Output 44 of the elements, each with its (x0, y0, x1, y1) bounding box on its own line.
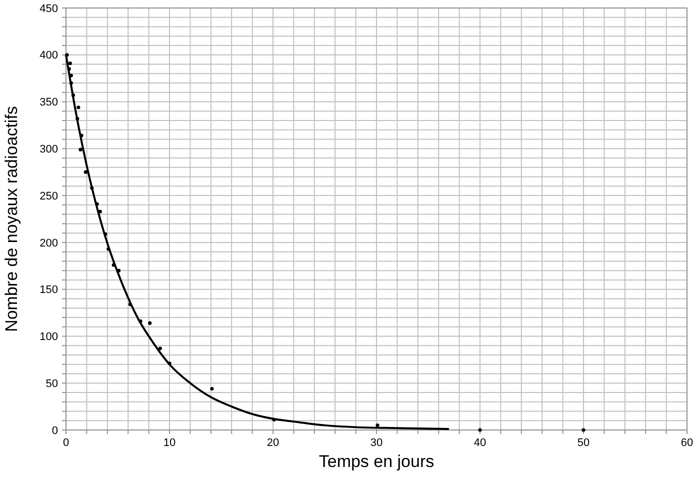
point (148, 321, 152, 325)
point (210, 386, 214, 391)
y-axis-title: Nombre de noyaux radioactifs (2, 106, 21, 332)
x-axis-title: Temps en jours (318, 452, 434, 471)
point (67, 67, 71, 71)
y-tick-label: 50 (46, 378, 58, 390)
x-tick-label: 50 (577, 437, 590, 449)
x-tick-label: 0 (62, 437, 70, 449)
y-tick-label: 0 (52, 424, 58, 437)
point (84, 170, 88, 174)
point (90, 186, 94, 190)
point (272, 418, 276, 422)
point (76, 116, 80, 120)
point (71, 93, 76, 98)
point (478, 428, 482, 432)
point (138, 319, 142, 324)
point (158, 346, 162, 350)
y-tick-label: 450 (40, 2, 58, 15)
y-tick-label: 150 (40, 284, 58, 296)
line-series (65, 54, 450, 430)
y-tick-label: 400 (40, 50, 58, 62)
point (376, 424, 380, 428)
x-tick-label: 10 (163, 437, 176, 449)
x-tick-label: 20 (266, 437, 280, 449)
point (76, 106, 80, 110)
y-tick-label: 250 (40, 190, 58, 202)
y-tick-label: 300 (40, 144, 58, 156)
x-tick-label: 30 (370, 437, 383, 449)
point (65, 53, 69, 57)
point (128, 302, 132, 306)
point (95, 202, 99, 206)
point (98, 210, 102, 214)
point (106, 247, 110, 251)
point (69, 81, 73, 85)
point (78, 148, 82, 152)
y-tick-label: 350 (40, 96, 58, 109)
x-tick-label: 40 (474, 437, 486, 449)
y-tick-label: 200 (40, 237, 58, 250)
point (104, 232, 108, 236)
x-tick-label: 60 (680, 437, 694, 449)
point (582, 428, 586, 432)
point (68, 62, 72, 66)
point (168, 362, 172, 366)
y-tick-label: 100 (40, 331, 58, 344)
